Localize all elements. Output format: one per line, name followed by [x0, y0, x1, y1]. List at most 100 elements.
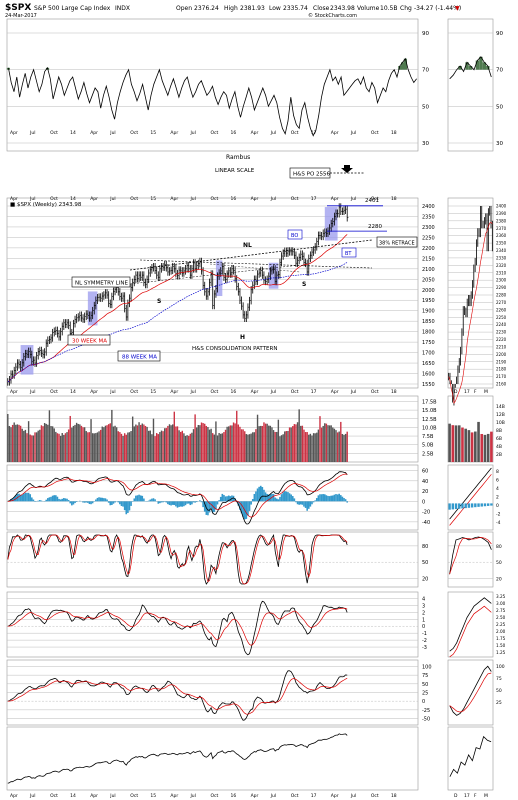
volume-bar [31, 435, 33, 462]
rsi-side-tick-label: 30 [496, 141, 503, 147]
price-tick-label: 2400 [422, 204, 435, 210]
macd-histogram-bar [259, 485, 262, 502]
price-tick-label: 1900 [422, 309, 435, 315]
volume-bar [274, 431, 276, 462]
momentum-tick-label: 0 [422, 624, 425, 630]
volume-bar [304, 432, 307, 462]
momentum-side-signal-line [449, 605, 492, 658]
volume-bar [93, 433, 95, 462]
volume-bar [72, 425, 75, 462]
macd-histogram-bar [229, 496, 232, 502]
macd-histogram-bar [141, 495, 144, 502]
price-top-x-label: 16 [231, 196, 237, 202]
bottom-x-label: Oct [50, 793, 58, 799]
macd-histogram-bar [282, 492, 284, 502]
volume-bar [216, 435, 219, 462]
chg-label: Chg [400, 5, 412, 12]
macd-histogram-bar [19, 494, 22, 502]
bottom-x-label: 15 [150, 793, 156, 799]
rsi-x-label: 17 [311, 130, 317, 136]
macd-histogram-bar [275, 498, 278, 502]
stoch-panel [6, 531, 419, 588]
price-tick-label: 2200 [422, 246, 435, 252]
bottom-x-label: 17 [311, 793, 317, 799]
momentum-tick-label: 1 [422, 617, 425, 623]
ma30-box [67, 334, 111, 346]
volume-bar [224, 429, 227, 462]
volume-bar [109, 423, 111, 462]
volume-bar [13, 422, 15, 462]
volume-bar [34, 432, 36, 462]
volume-bar [301, 425, 304, 462]
macd-side-tick-label: 4 [496, 486, 499, 492]
macd-side-histogram-bar [464, 503, 467, 509]
macd-histogram-bar [147, 500, 150, 502]
macd-histogram-bar [183, 501, 185, 507]
price-side-tick-label: 2380 [496, 218, 507, 223]
macd-side-histogram-bar [474, 503, 477, 508]
macd-histogram-bar [213, 501, 216, 512]
macd-histogram-bar [157, 501, 160, 504]
macd-tick-label: 40 [422, 479, 428, 485]
macd-histogram-bar [330, 495, 332, 502]
momentum-side-tick-label: 1.50 [496, 643, 506, 648]
macd-histogram-bar [117, 501, 120, 503]
volume-bar [245, 434, 248, 462]
macd-tick-label: 60 [422, 469, 428, 475]
price-tick-label: 2000 [422, 288, 435, 294]
volume-bar [125, 434, 127, 462]
volume-tick-label: 5.0B [422, 443, 434, 449]
volume-bar [298, 409, 300, 462]
macd-histogram-bar [248, 501, 251, 511]
volume-bar [266, 423, 268, 462]
volume-bar [120, 433, 123, 462]
price-side-tick-label: 2340 [496, 248, 507, 253]
macd-histogram-bar [288, 493, 291, 502]
macd-side-tick-label: 8 [496, 469, 499, 475]
macd-histogram-bar [176, 501, 179, 508]
bo-label: BO [291, 233, 298, 239]
volume-bar [319, 416, 321, 462]
rsi-x-label: Apr [170, 130, 178, 136]
volume-bar [316, 432, 318, 462]
macd-histogram-bar [319, 494, 321, 502]
bottom-side-x-label: F [474, 793, 477, 799]
price-top-x-label: Apr [10, 196, 18, 202]
macd-histogram-bar [10, 499, 12, 502]
head-label: H [240, 334, 245, 341]
volume-side-tick-label: 12B [496, 412, 505, 418]
price-side-tick-label: 2270 [496, 300, 507, 305]
volume-bar [123, 433, 126, 462]
macd-histogram-bar [179, 501, 182, 507]
macd-histogram-bar [328, 496, 331, 502]
macd-histogram-bar [323, 494, 326, 502]
macd-histogram-bar [227, 495, 230, 502]
macd-histogram-bar [32, 499, 35, 502]
volume-side-bar [464, 428, 467, 462]
macd-histogram-bar [181, 501, 184, 507]
volume-bar [32, 435, 35, 462]
volume-bar [255, 429, 257, 462]
bottom-x-label: 14 [70, 793, 76, 799]
right-shoulder-label: S [302, 281, 306, 288]
rsi-tick-label: 70 [422, 68, 429, 74]
volume-bar [77, 423, 79, 462]
macd-histogram-bar [83, 501, 86, 503]
price-top-x-label: Oct [50, 196, 58, 202]
volume-bar [306, 432, 308, 462]
price-x-label: Apr [10, 389, 18, 395]
price-tick-label: 2350 [422, 214, 435, 220]
macd-histogram-bar [311, 501, 313, 505]
bottom-x-label: Apr [251, 793, 259, 799]
rsi-overbought-fill [398, 66, 402, 70]
roc-tick-label: 50 [422, 682, 428, 688]
macd-histogram-bar [200, 501, 203, 503]
volume-bar [263, 422, 265, 462]
rsi-x-label: 15 [150, 130, 156, 136]
roc-side-tick-label: 100 [496, 664, 505, 670]
macd-histogram-bar [184, 501, 187, 506]
rsi-x-label: Oct [50, 130, 58, 136]
nl-label: NL [243, 242, 252, 249]
price-top-x-label: Jul [189, 196, 195, 202]
